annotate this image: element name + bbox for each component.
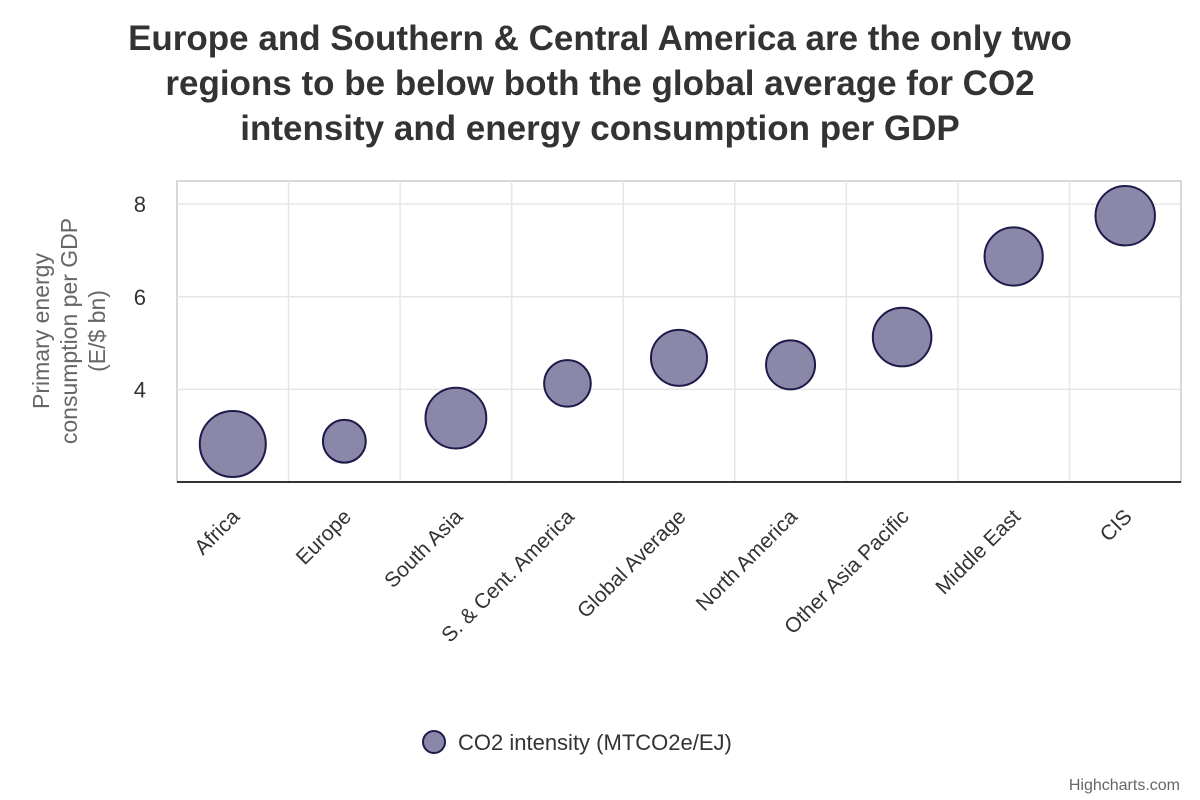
credits-link[interactable]: Highcharts.com — [1069, 777, 1180, 794]
bubble-point[interactable] — [424, 386, 488, 450]
bubble-point[interactable] — [871, 306, 933, 368]
x-tick-label: Europe — [292, 505, 356, 569]
bubble-point[interactable] — [543, 359, 592, 408]
chart-title-line: intensity and energy consumption per GDP — [240, 109, 960, 148]
bubble-point[interactable] — [321, 418, 367, 464]
bubble-point[interactable] — [1094, 185, 1156, 247]
y-tick-label: 8 — [134, 192, 146, 217]
bubble-point[interactable] — [198, 410, 267, 479]
x-tick-label: Middle East — [931, 505, 1025, 599]
y-axis-title-text: Primary energyconsumption per GDP(E/$ bn… — [28, 218, 110, 444]
x-tick-label: Global Average — [573, 505, 691, 623]
y-axis-title: Primary energyconsumption per GDP(E/$ bn… — [28, 218, 110, 444]
y-tick-label: 6 — [134, 285, 146, 310]
legend-symbol[interactable] — [422, 730, 446, 754]
bubble-point[interactable] — [765, 339, 817, 391]
x-tick-label: North America — [692, 505, 803, 616]
y-axis-title-line: Primary energy — [28, 253, 54, 409]
y-axis-title-line: consumption per GDP — [56, 218, 82, 444]
legend[interactable]: CO2 intensity (MTCO2e/EJ) — [422, 730, 732, 755]
y-tick-label: 4 — [134, 377, 146, 402]
bubble-point[interactable] — [983, 226, 1044, 287]
legend-label[interactable]: CO2 intensity (MTCO2e/EJ) — [458, 730, 732, 755]
grid-lines — [177, 181, 1181, 482]
x-tick-label: South Asia — [380, 505, 467, 592]
x-tick-label: Africa — [190, 505, 244, 559]
chart-title: Europe and Southern & Central America ar… — [128, 19, 1072, 148]
chart-title-line: Europe and Southern & Central America ar… — [128, 19, 1072, 58]
y-axis-ticks: 4 6 8 — [134, 192, 146, 402]
chart-title-line: regions to be below both the global aver… — [165, 64, 1034, 103]
bubble-point[interactable] — [650, 328, 708, 387]
y-axis-title-line: (E/$ bn) — [84, 290, 110, 372]
x-tick-label: CIS — [1096, 505, 1137, 546]
bubble-series[interactable] — [198, 185, 1156, 479]
x-tick-label: Other Asia Pacific — [780, 505, 913, 638]
